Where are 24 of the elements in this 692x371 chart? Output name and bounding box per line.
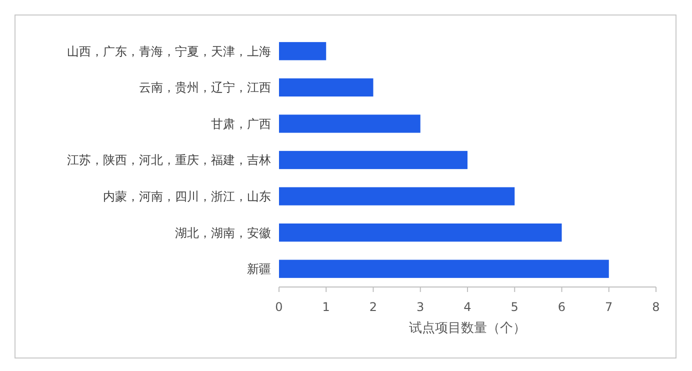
- bar: [279, 150, 468, 170]
- y-tick-label: 山西，广东，青海，宁夏，天津，上海: [67, 44, 271, 58]
- y-tick-label: 新疆: [247, 262, 271, 276]
- x-tick-label: 5: [510, 300, 518, 314]
- y-tick-label: 江苏，陕西，河北，重庆，福建，吉林: [67, 153, 271, 168]
- x-tick-label: 6: [558, 300, 566, 314]
- x-tick-label: 2: [369, 300, 378, 314]
- bar: [279, 260, 609, 278]
- x-tick-label: 7: [605, 300, 613, 314]
- x-tick-label: 3: [416, 300, 424, 314]
- bar: [279, 114, 420, 133]
- bar: [279, 224, 562, 242]
- y-tick-label: 湖北，湖南，安徽: [175, 226, 271, 240]
- x-axis-title: 试点项目数量（个）: [409, 321, 526, 336]
- y-tick-label: 云南，贵州，辽宁，江西: [139, 80, 271, 95]
- bar: [279, 78, 374, 96]
- y-tick-label: 内蒙，河南，四川，浙江，山东: [103, 189, 271, 204]
- x-tick-label: 8: [652, 300, 660, 314]
- bar: [279, 187, 515, 206]
- y-tick-label: 甘肃，广西: [211, 116, 271, 131]
- x-tick-label: 4: [464, 300, 472, 314]
- bar: [279, 42, 326, 60]
- x-tick-label: 1: [322, 300, 330, 314]
- x-tick-label: 0: [275, 300, 283, 314]
